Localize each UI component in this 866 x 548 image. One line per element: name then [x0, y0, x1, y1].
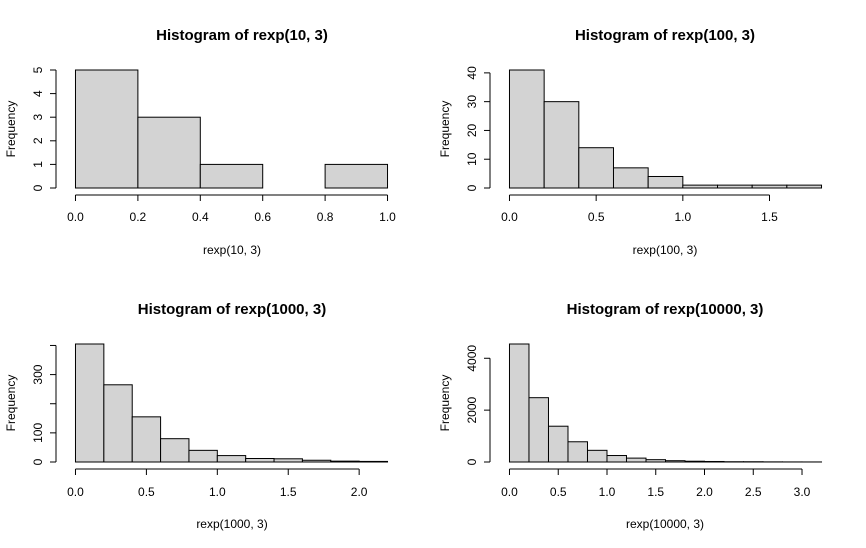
histogram-bar [543, 101, 580, 189]
y-tick-label: 100 [31, 423, 45, 443]
x-tick-label: 0.6 [254, 210, 271, 224]
histogram-bar [665, 460, 686, 463]
x-tick-label: 1.5 [761, 210, 778, 224]
histogram-bar [578, 147, 614, 189]
histogram-bar [103, 384, 133, 463]
x-tick-label: 1.0 [209, 485, 226, 499]
y-axis-label: Frequency [4, 375, 18, 432]
x-axis-label: rexp(10, 3) [203, 243, 261, 257]
histogram-bar [330, 460, 360, 463]
histogram-bar [717, 184, 753, 189]
histogram-bar [586, 449, 608, 463]
x-tick-label: 0.0 [67, 210, 84, 224]
histogram-bar [645, 459, 666, 463]
histogram-bar [273, 458, 303, 463]
x-tick-label: 1.0 [379, 210, 396, 224]
histogram-bar [131, 416, 162, 463]
histogram-bar [160, 438, 190, 463]
histogram-bar [704, 460, 725, 463]
y-tick-label: 10 [465, 152, 479, 166]
histogram-bar [74, 69, 139, 189]
histogram-bar [606, 455, 627, 463]
x-tick-label: 0.5 [550, 485, 567, 499]
y-tick-label: 0 [465, 184, 479, 191]
histogram-bar [137, 116, 201, 189]
histogram-bar [786, 184, 823, 189]
histogram-bar [684, 460, 705, 463]
histogram-bar [528, 397, 549, 463]
histogram-bar [508, 343, 530, 463]
x-tick-label: 1.5 [280, 485, 297, 499]
y-tick-label: 20 [465, 123, 479, 137]
histogram-bar [358, 460, 389, 463]
histogram-bar [324, 163, 389, 189]
histogram-bar [199, 163, 264, 189]
chart-title: Histogram of rexp(100, 3) [575, 27, 755, 44]
y-tick-label: 4 [31, 90, 45, 97]
x-tick-label: 0.2 [130, 210, 147, 224]
histogram-bar [647, 175, 684, 189]
histogram-bar [301, 459, 332, 463]
histogram-bar [567, 441, 588, 463]
x-tick-label: 0.0 [67, 485, 84, 499]
x-tick-label: 1.0 [674, 210, 691, 224]
y-tick-label: 40 [465, 66, 479, 80]
y-tick-label: 30 [465, 95, 479, 109]
histogram-bar [751, 184, 788, 189]
histogram-bar [612, 167, 649, 189]
histogram-bar [508, 69, 545, 189]
x-tick-label: 0.4 [192, 210, 209, 224]
y-tick-label: 300 [31, 364, 45, 384]
x-tick-label: 2.5 [745, 485, 762, 499]
x-axis-label: rexp(10000, 3) [626, 517, 704, 531]
x-tick-label: 0.8 [317, 210, 334, 224]
chart-title: Histogram of rexp(10000, 3) [567, 301, 764, 318]
y-tick-label: 0 [31, 184, 45, 191]
histogram-bar [682, 184, 719, 189]
x-tick-label: 1.0 [599, 485, 616, 499]
x-axis-label: rexp(1000, 3) [196, 517, 267, 531]
x-tick-label: 0.5 [588, 210, 605, 224]
y-tick-label: 2000 [465, 396, 479, 423]
x-tick-label: 2.0 [696, 485, 713, 499]
y-tick-label: 0 [465, 458, 479, 465]
y-axis-label: Frequency [438, 101, 452, 158]
histogram-bar [74, 343, 105, 463]
y-tick-label: 4000 [465, 345, 479, 372]
histogram-bar [188, 449, 218, 463]
y-tick-label: 5 [31, 66, 45, 73]
histogram-bar [547, 425, 569, 463]
y-tick-label: 0 [31, 458, 45, 465]
y-tick-label: 2 [31, 137, 45, 144]
x-tick-label: 3.0 [794, 485, 811, 499]
x-tick-label: 0.5 [138, 485, 155, 499]
y-tick-label: 1 [31, 161, 45, 168]
y-tick-label: 3 [31, 114, 45, 121]
x-tick-label: 0.0 [501, 210, 518, 224]
chart-title: Histogram of rexp(1000, 3) [138, 301, 326, 318]
x-axis-label: rexp(100, 3) [633, 243, 698, 257]
y-axis-label: Frequency [4, 101, 18, 158]
chart-title: Histogram of rexp(10, 3) [156, 27, 328, 44]
histogram-bar [216, 455, 247, 463]
y-axis-label: Frequency [438, 375, 452, 432]
histogram-bar [245, 458, 275, 463]
x-tick-label: 0.0 [501, 485, 518, 499]
x-tick-label: 1.5 [647, 485, 664, 499]
histogram-bar [626, 457, 647, 463]
x-tick-label: 2.0 [351, 485, 368, 499]
